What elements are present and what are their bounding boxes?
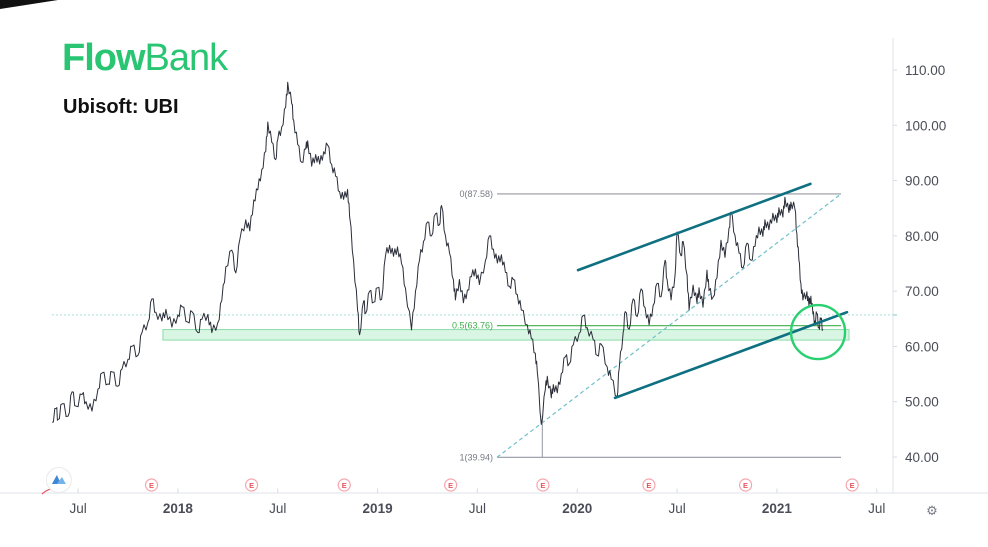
logo-bank-text: Bank — [144, 37, 229, 79]
fib-trendline-dashed[interactable] — [496, 193, 842, 458]
layer-axes: 110.00 100.00 90.00 80.00 70.00 60.00 50.00 40.… — [0, 38, 988, 516]
earnings-marker-5[interactable]: E — [642, 478, 656, 492]
earnings-letter: E — [149, 481, 154, 490]
flowbank-logo: FlowBank — [62, 37, 229, 79]
channel-lower-line[interactable] — [613, 310, 849, 400]
logo-flow-text: Flow — [62, 37, 146, 79]
earnings-ring-icon — [444, 478, 458, 492]
x-axis-label-2018-1: 2018 — [163, 501, 194, 516]
earnings-letter: E — [646, 481, 651, 490]
corner-wedge — [0, 0, 58, 9]
earnings-letter: E — [448, 481, 453, 490]
breakdown-highlight-circle[interactable] — [789, 303, 847, 361]
earnings-ring-icon — [845, 478, 859, 492]
ideas-marker-icon[interactable] — [41, 467, 72, 495]
x-axis-label-Jul-6: Jul — [668, 501, 685, 516]
earnings-letter: E — [540, 481, 545, 490]
x-axis-label-2020-5: 2020 — [562, 501, 592, 516]
layer-channel — [576, 182, 849, 400]
fib-level-label-1: 0.5(63.76) — [452, 321, 493, 331]
y-axis-label-110.00: 110.00 — [905, 63, 945, 78]
x-axis-label-Jul-4: Jul — [469, 501, 486, 516]
y-axis-label-60.00: 60.00 — [905, 339, 939, 354]
x-axis-label-Jul-2: Jul — [269, 501, 286, 516]
earnings-letter: E — [743, 481, 748, 490]
earnings-marker-7[interactable]: E — [845, 478, 859, 492]
earnings-marker-3[interactable]: E — [444, 478, 458, 492]
settings-gear-icon[interactable]: ⚙ — [926, 503, 938, 518]
earnings-marker-6[interactable]: E — [738, 478, 753, 492]
price-series — [52, 81, 824, 425]
support-zone-band[interactable] — [162, 329, 850, 341]
layer-price — [52, 81, 824, 425]
y-axis-label-80.00: 80.00 — [905, 229, 939, 244]
x-axis-label-Jul-8: Jul — [868, 501, 885, 516]
y-axis-label-100.00: 100.00 — [905, 118, 946, 133]
x-axis-label-2021-7: 2021 — [762, 501, 793, 516]
layer-band — [51, 314, 893, 341]
y-axis-label-90.00: 90.00 — [905, 174, 939, 189]
y-axis-label-70.00: 70.00 — [905, 284, 939, 299]
x-axis-label-2019-3: 2019 — [363, 501, 393, 516]
earnings-letter: E — [342, 481, 347, 490]
earnings-ring-icon — [642, 478, 656, 492]
fib-level-label-0: 0(87.58) — [459, 189, 493, 199]
channel-upper-line[interactable] — [576, 182, 812, 272]
mountain-light-icon — [56, 477, 66, 484]
earnings-ring-icon — [337, 478, 351, 492]
earnings-ring-icon — [144, 478, 159, 492]
y-axis-label-50.00: 50.00 — [905, 395, 939, 410]
layer-fib: 0(87.58) 0.5(63.76) 1(39.94) — [452, 189, 842, 462]
earnings-ring-icon — [738, 478, 753, 492]
earnings-letter: E — [249, 481, 254, 490]
earnings-marker-2[interactable]: E — [337, 478, 351, 492]
chart-title: Ubisoft: UBI — [63, 96, 179, 118]
earnings-letter: E — [850, 481, 855, 490]
y-axis-label-40.00: 40.00 — [905, 450, 939, 465]
earnings-marker-1[interactable]: E — [244, 478, 259, 492]
earnings-marker-4[interactable]: E — [536, 478, 550, 492]
earnings-ring-icon — [244, 478, 259, 492]
earnings-ring-icon — [536, 478, 550, 492]
fib-level-label-2: 1(39.94) — [459, 452, 493, 462]
layer-highlight — [789, 303, 847, 361]
earnings-marker-0[interactable]: E — [144, 478, 159, 492]
x-axis-label-Jul-0: Jul — [69, 501, 86, 516]
